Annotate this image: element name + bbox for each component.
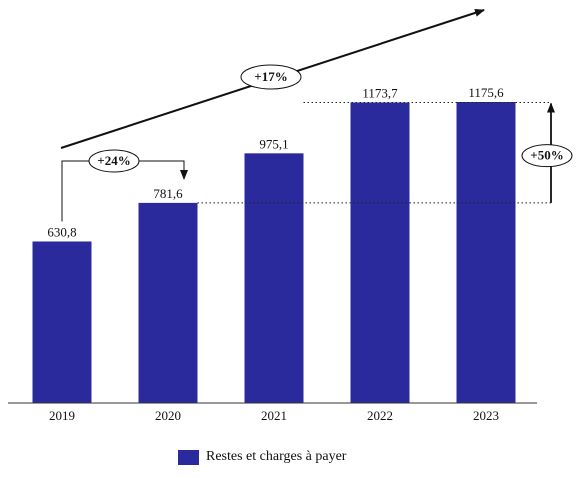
bar-2022: [350, 102, 410, 403]
growth-badge-17-text: +17%: [254, 69, 287, 84]
x-tick-2019: 2019: [49, 408, 75, 423]
x-tick-2022: 2022: [367, 408, 393, 423]
value-label-2022: 1173,7: [362, 85, 398, 100]
legend: Restes et charges à payer: [178, 449, 346, 465]
annotations-layer: +50% +24% +17%: [60, 8, 573, 222]
x-tick-2021: 2021: [261, 408, 287, 423]
bar-2021: [244, 153, 304, 403]
bar-2023: [456, 102, 516, 403]
x-tick-2023: 2023: [473, 408, 499, 423]
growth-badge-17: [240, 64, 302, 90]
bars-layer: [32, 102, 516, 403]
value-label-2023: 1175,6: [468, 85, 504, 100]
legend-label: Restes et charges à payer: [206, 449, 347, 464]
growth-badge-24-text: +24%: [97, 153, 130, 168]
labels-layer: 630,8 2019 781,6 2020 975,1 2021 1173,7 2022 117…: [47, 85, 504, 423]
x-tick-2020: 2020: [155, 408, 181, 423]
bar-2019: [32, 241, 92, 403]
legend-swatch: [178, 449, 199, 465]
value-label-2019: 630,8: [47, 224, 76, 239]
growth-badge-50: [521, 144, 573, 168]
value-label-2021: 975,1: [259, 136, 288, 151]
growth-badge-24: [88, 149, 140, 173]
growth-badge-50-text: +50%: [530, 148, 563, 163]
value-label-2020: 781,6: [153, 186, 183, 201]
bar-2020: [138, 202, 198, 403]
